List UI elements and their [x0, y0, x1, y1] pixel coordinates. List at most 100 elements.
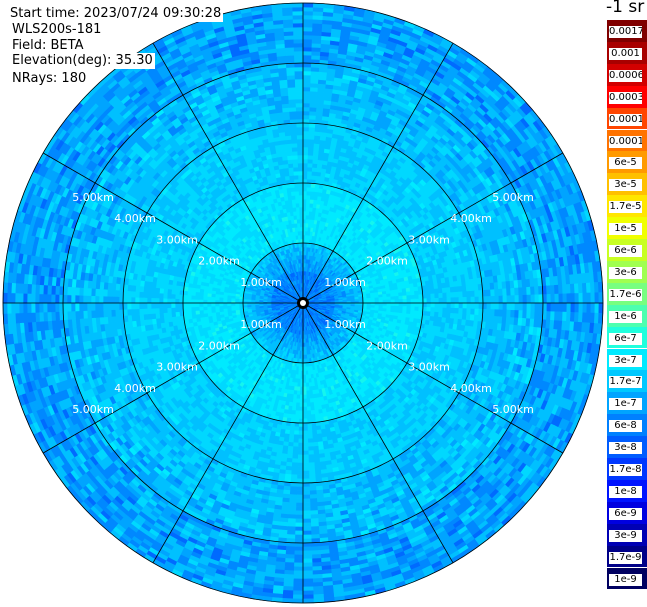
heatmap-cell — [406, 306, 412, 311]
heatmap-cell — [390, 299, 396, 304]
heatmap-cell — [566, 293, 572, 304]
heatmap-cell — [406, 298, 412, 304]
heatmap-cell — [302, 58, 312, 64]
heatmap-cell — [302, 30, 313, 36]
heatmap-cell — [570, 302, 576, 313]
heatmap-cell — [454, 302, 460, 309]
heatmap-cell — [312, 159, 319, 165]
heatmap-cell — [438, 302, 444, 309]
heatmap-cell — [386, 293, 392, 298]
heatmap-cell — [302, 70, 312, 76]
heatmap-cell — [302, 78, 312, 84]
heatmap-cell — [386, 296, 392, 301]
heatmap-cell — [430, 302, 436, 308]
heatmap-cell — [311, 170, 318, 177]
heatmap-cell — [434, 307, 440, 313]
heatmap-cell — [558, 302, 564, 313]
heatmap-cell — [490, 302, 496, 311]
heatmap-cell — [302, 162, 309, 168]
heatmap-cell — [310, 186, 316, 192]
heatmap-cell — [309, 110, 317, 116]
heatmap-cell — [311, 50, 321, 56]
heatmap-cell — [490, 289, 496, 297]
heatmap-cell — [410, 306, 416, 312]
heatmap-cell — [302, 18, 314, 24]
heatmap-cell — [530, 294, 536, 304]
heatmap-cell — [486, 309, 492, 317]
heatmap-cell — [425, 311, 432, 317]
heatmap-cell — [594, 292, 600, 304]
heatmap-cell — [311, 166, 318, 173]
heatmap-cell — [398, 299, 404, 304]
heatmap-cell — [302, 190, 308, 196]
heatmap-cell — [450, 297, 456, 304]
heatmap-cell — [578, 302, 584, 314]
heatmap-cell — [309, 114, 317, 120]
heatmap-cell — [302, 166, 309, 172]
heatmap-cell — [311, 38, 322, 44]
heatmap-cell — [434, 297, 440, 304]
heatmap-cell — [586, 302, 592, 314]
heatmap-cell — [441, 287, 447, 294]
heatmap-cell — [502, 295, 508, 304]
heatmap-cell — [474, 290, 480, 298]
heatmap-cell — [550, 311, 556, 321]
heatmap-cell — [302, 86, 311, 92]
heatmap-cell — [438, 297, 444, 304]
heatmap-cell — [550, 302, 556, 313]
heatmap-cell — [410, 290, 416, 296]
heatmap-cell — [582, 292, 588, 304]
heatmap-cell — [514, 310, 520, 319]
heatmap-cell — [578, 292, 584, 304]
heatmap-cell — [550, 285, 556, 295]
heatmap-cell — [302, 74, 312, 80]
heatmap-cell — [470, 290, 476, 298]
heatmap-cell — [390, 296, 396, 301]
heatmap-cell — [498, 288, 504, 297]
heatmap-cell — [310, 82, 319, 88]
heatmap-cell — [506, 302, 512, 311]
heatmap-cell — [474, 308, 480, 316]
heatmap-cell — [518, 302, 524, 312]
heatmap-cell — [426, 293, 432, 300]
heatmap-cell — [307, 162, 314, 168]
heatmap-cell — [554, 293, 560, 304]
heatmap-cell — [458, 297, 464, 304]
heatmap-cell — [429, 288, 436, 295]
heatmap-cell — [458, 302, 464, 309]
heatmap-cell — [534, 302, 540, 312]
heatmap-cell — [494, 288, 500, 297]
heatmap-cell — [414, 306, 420, 312]
heatmap-cell — [302, 42, 313, 48]
heatmap-cell — [406, 302, 412, 308]
heatmap-cell — [466, 302, 472, 310]
heatmap-cell — [482, 302, 488, 310]
heatmap-cell — [394, 295, 400, 301]
heatmap-cell — [450, 292, 456, 299]
heatmap-cell — [598, 302, 604, 314]
heatmap-cell — [309, 94, 318, 100]
heatmap-cell — [406, 295, 412, 300]
heatmap-cell — [302, 182, 308, 188]
heatmap-cell — [474, 296, 480, 304]
heatmap-cell — [374, 299, 380, 304]
heatmap-cell — [558, 293, 564, 304]
heatmap-cell — [302, 114, 310, 120]
heatmap-cell — [518, 310, 524, 319]
heatmap-cell — [310, 86, 319, 92]
heatmap-cell — [538, 302, 544, 312]
heatmap-cell — [302, 154, 309, 160]
heatmap-cell — [309, 90, 319, 96]
heatmap-cell — [406, 291, 412, 297]
heatmap-cell — [309, 106, 318, 112]
heatmap-cell — [302, 222, 307, 228]
heatmap-cell — [562, 302, 568, 313]
heatmap-cell — [307, 166, 313, 172]
heatmap-cell — [302, 110, 311, 116]
heatmap-cell — [526, 294, 532, 304]
heatmap-cell — [302, 210, 307, 216]
heatmap-cell — [394, 302, 400, 307]
heatmap-cell — [510, 287, 516, 297]
heatmap-cell — [502, 309, 508, 318]
heatmap-cell — [302, 150, 309, 156]
